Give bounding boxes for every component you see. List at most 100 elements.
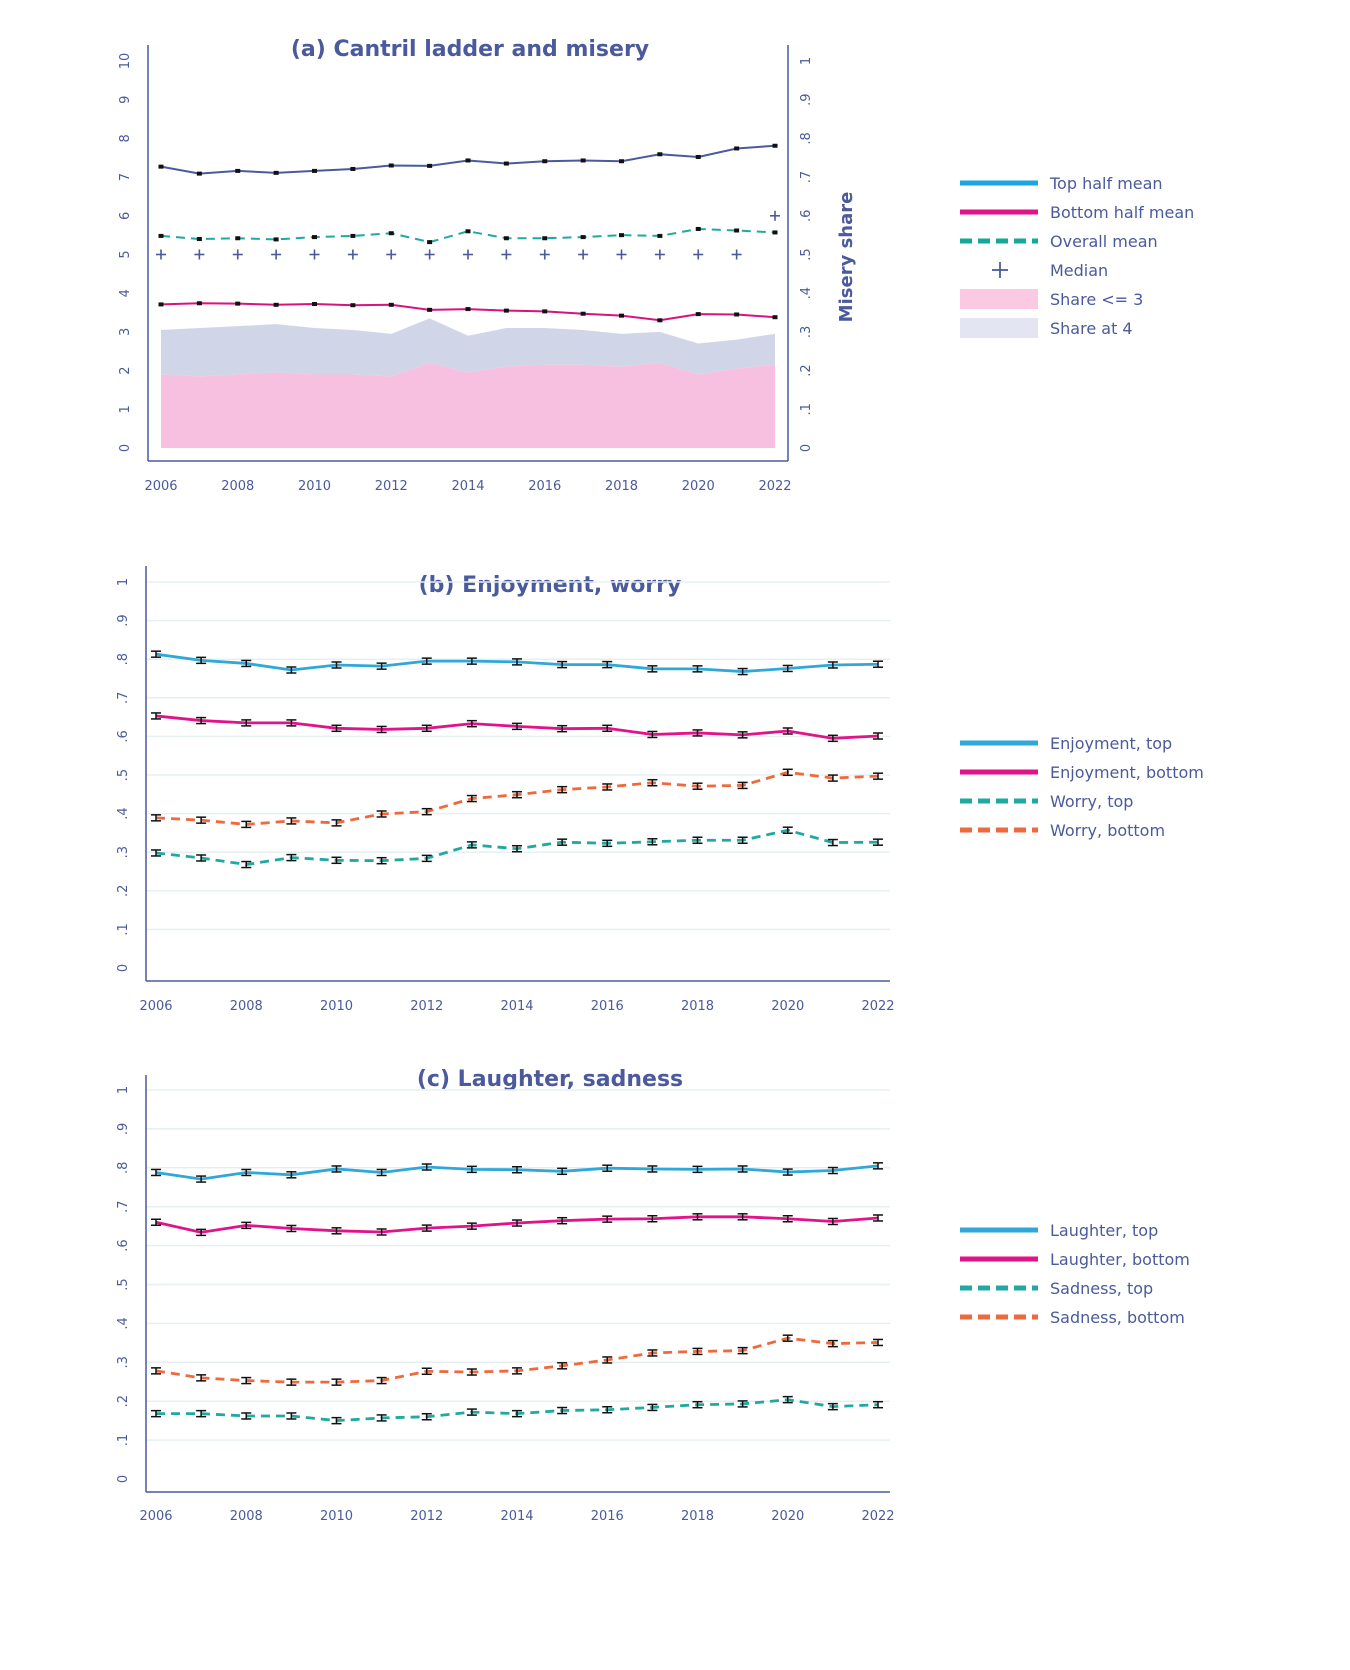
y-tick-label: .2	[116, 1395, 131, 1407]
data-point	[580, 235, 586, 240]
x-tick-label: 2020	[771, 999, 804, 1014]
data-point	[421, 854, 432, 863]
y-tick-label: 1	[118, 405, 133, 413]
data-point	[232, 249, 243, 260]
data-point	[602, 1406, 613, 1414]
axes-layer: 0 .1 .2 .3 .4 .5 .6 .7 .8 .9 1 2006 2008 2010 2012 2014…	[116, 566, 895, 1014]
x-tick-label: 2008	[230, 1509, 263, 1524]
data-point	[827, 734, 838, 743]
y2-tick-label: .5	[799, 248, 814, 260]
chart-title: (a) Cantril ladder and misery	[291, 37, 649, 62]
data-point	[286, 1378, 297, 1386]
x-tick-label: 2014	[500, 999, 533, 1014]
data-point	[873, 1162, 883, 1170]
y-tick-label: .7	[116, 1200, 131, 1212]
legend-item-worry-top: Worry, top	[960, 792, 1133, 811]
x-tick-label: 2016	[528, 479, 561, 494]
data-point	[376, 1414, 387, 1422]
data-point	[465, 229, 471, 234]
data-point	[654, 249, 665, 260]
series-line	[155, 1336, 879, 1384]
data-point	[737, 1400, 748, 1408]
data-point	[873, 732, 883, 740]
data-point	[331, 661, 342, 669]
y-tick-label: 4	[118, 289, 133, 297]
data-point	[286, 817, 297, 825]
data-point	[466, 1368, 477, 1376]
x-tick-label: 2008	[221, 479, 254, 494]
data-point	[692, 729, 703, 737]
data-point	[466, 657, 477, 665]
data-point	[286, 1224, 297, 1233]
data-point	[376, 856, 387, 865]
legend-label: Sadness, top	[1050, 1279, 1153, 1298]
data-point	[196, 656, 207, 665]
axes-layer: 0 1 2 3 4 5 6 7 8 9 10 0 .1 .2 .3 .4 .5 .6 .7 .8 .9 1 2006 2008…	[118, 45, 814, 494]
y-tick-label: .1	[116, 923, 131, 935]
x-tick-label: 2006	[139, 999, 172, 1014]
data-point	[512, 658, 522, 666]
data-point	[647, 1165, 658, 1173]
x-tick-label: 2006	[139, 1509, 172, 1524]
data-point	[657, 233, 663, 238]
data-point	[578, 249, 589, 260]
data-point	[557, 1167, 568, 1176]
data-point	[388, 163, 394, 168]
x-tick-label: 2012	[375, 479, 408, 494]
data-point	[194, 249, 205, 260]
data-point	[695, 226, 701, 231]
data-point	[503, 161, 509, 166]
data-point	[873, 1214, 883, 1222]
chart-title: (b) Enjoyment, worry	[419, 573, 682, 598]
data-point	[312, 168, 317, 173]
data-point	[196, 1409, 207, 1418]
data-point	[388, 231, 394, 236]
data-point	[241, 1168, 252, 1177]
x-tick-label: 2022	[861, 999, 894, 1014]
y2-tick-label: .6	[799, 210, 814, 222]
data-point	[692, 1347, 703, 1356]
legend: Top half mean Bottom half mean Overall mea…	[960, 174, 1194, 338]
y-tick-label: 2	[118, 366, 133, 374]
x-tick-label: 2018	[605, 479, 638, 494]
data-point	[731, 249, 742, 260]
data-point	[647, 730, 658, 739]
data-point	[692, 782, 703, 790]
data-point	[647, 778, 658, 787]
data-point	[695, 312, 701, 317]
data-point	[873, 772, 883, 780]
y-tick-label: .1	[116, 1434, 131, 1446]
x-tick-label: 2014	[451, 479, 484, 494]
series-sadness-top	[151, 1395, 883, 1425]
data-point	[619, 313, 624, 318]
legend: Enjoyment, top Enjoyment, bottom Worry, to…	[960, 734, 1204, 840]
x-tick-label: 2010	[298, 479, 331, 494]
data-point	[619, 159, 624, 164]
data-point	[616, 249, 627, 260]
data-point	[647, 1349, 658, 1357]
data-point	[376, 662, 387, 670]
data-point	[737, 836, 748, 844]
grid-layer	[146, 581, 890, 931]
series-laughter-top	[151, 1162, 883, 1183]
data-point	[693, 249, 704, 260]
data-point	[273, 237, 279, 242]
series-top-half-mean	[158, 143, 778, 176]
chart-title: (c) Laughter, sadness	[417, 1067, 683, 1092]
data-point	[602, 1164, 613, 1172]
data-point	[350, 303, 356, 308]
data-point	[241, 719, 252, 727]
data-point	[827, 1217, 838, 1226]
data-point	[286, 1412, 297, 1420]
data-point	[421, 724, 432, 733]
data-point	[734, 146, 740, 151]
data-point	[647, 838, 658, 846]
data-point	[424, 249, 435, 260]
data-point	[692, 1213, 703, 1221]
y-tick-label: 0	[118, 444, 133, 452]
legend-item-share-at-4: Share at 4	[960, 318, 1133, 338]
y2-tick-label: .2	[799, 364, 814, 376]
area-layer	[161, 318, 775, 448]
legend-swatch	[960, 318, 1038, 338]
x-tick-label: 2006	[144, 479, 177, 494]
